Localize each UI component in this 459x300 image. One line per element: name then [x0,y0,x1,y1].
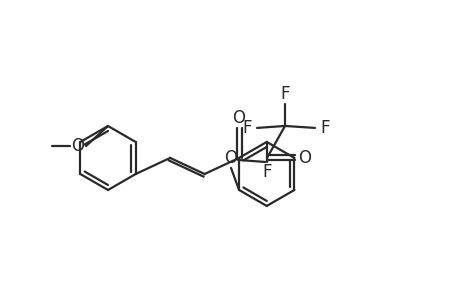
Text: O: O [232,109,245,127]
Text: F: F [242,119,251,137]
Text: O: O [298,149,311,167]
Text: O: O [71,137,84,155]
Text: F: F [280,85,289,103]
Text: O: O [224,149,237,167]
Text: F: F [262,163,271,181]
Text: F: F [319,119,329,137]
